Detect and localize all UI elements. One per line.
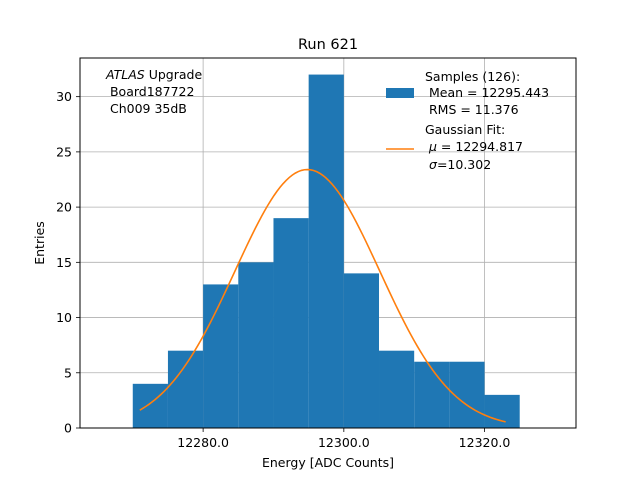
histogram-bar bbox=[484, 394, 520, 428]
histogram-bar bbox=[379, 350, 415, 428]
y-tick-label: 5 bbox=[64, 365, 72, 380]
legend-samples-mean: Mean = 12295.443 bbox=[425, 85, 549, 100]
legend: Samples (126): Mean = 12295.443 RMS = 11… bbox=[386, 69, 549, 172]
legend-fit-sigma: σ=10.302 bbox=[429, 157, 491, 172]
histogram-bar bbox=[414, 361, 450, 428]
y-axis-label: Entries bbox=[32, 221, 47, 265]
mu-symbol: μ bbox=[428, 139, 437, 154]
histogram-bar bbox=[203, 284, 239, 428]
legend-samples-title: Samples (126): bbox=[425, 69, 520, 84]
channel-annotation: Ch009 35dB bbox=[106, 101, 187, 116]
board-annotation: Board187722 bbox=[106, 84, 194, 99]
histogram-bar bbox=[343, 273, 380, 428]
experiment-name: ATLAS bbox=[105, 67, 145, 82]
legend-samples-rms: RMS = 11.376 bbox=[425, 102, 519, 117]
legend-fit-title: Gaussian Fit: bbox=[425, 122, 505, 137]
histogram-bars bbox=[132, 74, 520, 428]
legend-samples-patch bbox=[386, 88, 414, 98]
y-tick-label: 0 bbox=[64, 421, 72, 436]
chart-title: Run 621 bbox=[298, 37, 358, 53]
sigma-symbol: σ bbox=[429, 157, 438, 172]
sigma-value: =10.302 bbox=[437, 157, 491, 172]
x-tick-label: 12280.0 bbox=[177, 435, 229, 450]
x-tick-label: 12320.0 bbox=[459, 435, 511, 450]
histogram-bar bbox=[167, 350, 204, 428]
histogram-bar bbox=[132, 383, 168, 428]
histogram-bar bbox=[273, 218, 309, 428]
x-axis-ticks: 12280.0 12300.0 12320.0 bbox=[177, 428, 510, 450]
y-tick-label: 20 bbox=[56, 200, 72, 215]
x-axis-label: Energy [ADC Counts] bbox=[262, 455, 394, 470]
y-tick-label: 25 bbox=[56, 144, 72, 159]
x-tick-label: 12300.0 bbox=[318, 435, 370, 450]
y-tick-label: 30 bbox=[56, 89, 72, 104]
gaussian-fit-curve bbox=[139, 168, 506, 423]
mu-value: = 12294.817 bbox=[437, 139, 523, 154]
y-axis-ticks: 0 5 10 15 20 25 30 bbox=[56, 89, 80, 436]
histogram-bar bbox=[308, 74, 344, 428]
legend-fit-mu: μ = 12294.817 bbox=[428, 139, 523, 154]
plot-frame bbox=[79, 57, 577, 429]
y-tick-label: 15 bbox=[56, 255, 72, 270]
experiment-annotation: ATLAS Upgrade bbox=[105, 67, 202, 82]
y-tick-label: 10 bbox=[56, 310, 72, 325]
experiment-suffix: Upgrade bbox=[145, 67, 203, 82]
histogram-bar bbox=[238, 262, 274, 428]
